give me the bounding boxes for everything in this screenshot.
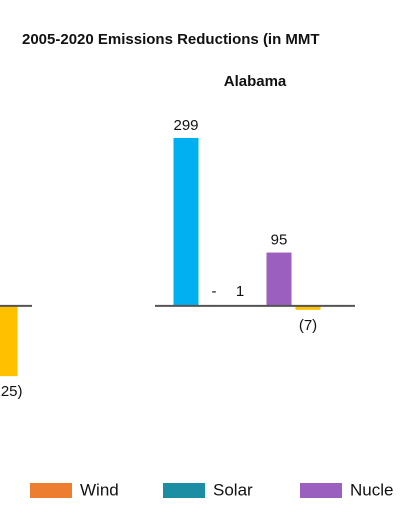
legend-swatch [163, 483, 205, 498]
legend-label: Nucle [350, 480, 393, 499]
legend-label: Solar [213, 480, 253, 499]
bar [266, 252, 292, 306]
legend-swatch [300, 483, 342, 498]
legend-label: Wind [80, 480, 119, 499]
value-label: (125) [0, 383, 23, 400]
value-label: 299 [173, 117, 198, 134]
value-label: - [212, 283, 217, 300]
bar [295, 305, 321, 310]
chart-title: 2005-2020 Emissions Reductions (in MMT [22, 31, 320, 48]
value-label: 95 [271, 232, 288, 249]
legend-swatch [30, 483, 72, 498]
subplot-title: Alabama [224, 73, 287, 90]
bar [0, 305, 18, 377]
value-label: 1 [236, 283, 244, 300]
bar [173, 137, 199, 306]
value-label: (7) [299, 317, 317, 334]
